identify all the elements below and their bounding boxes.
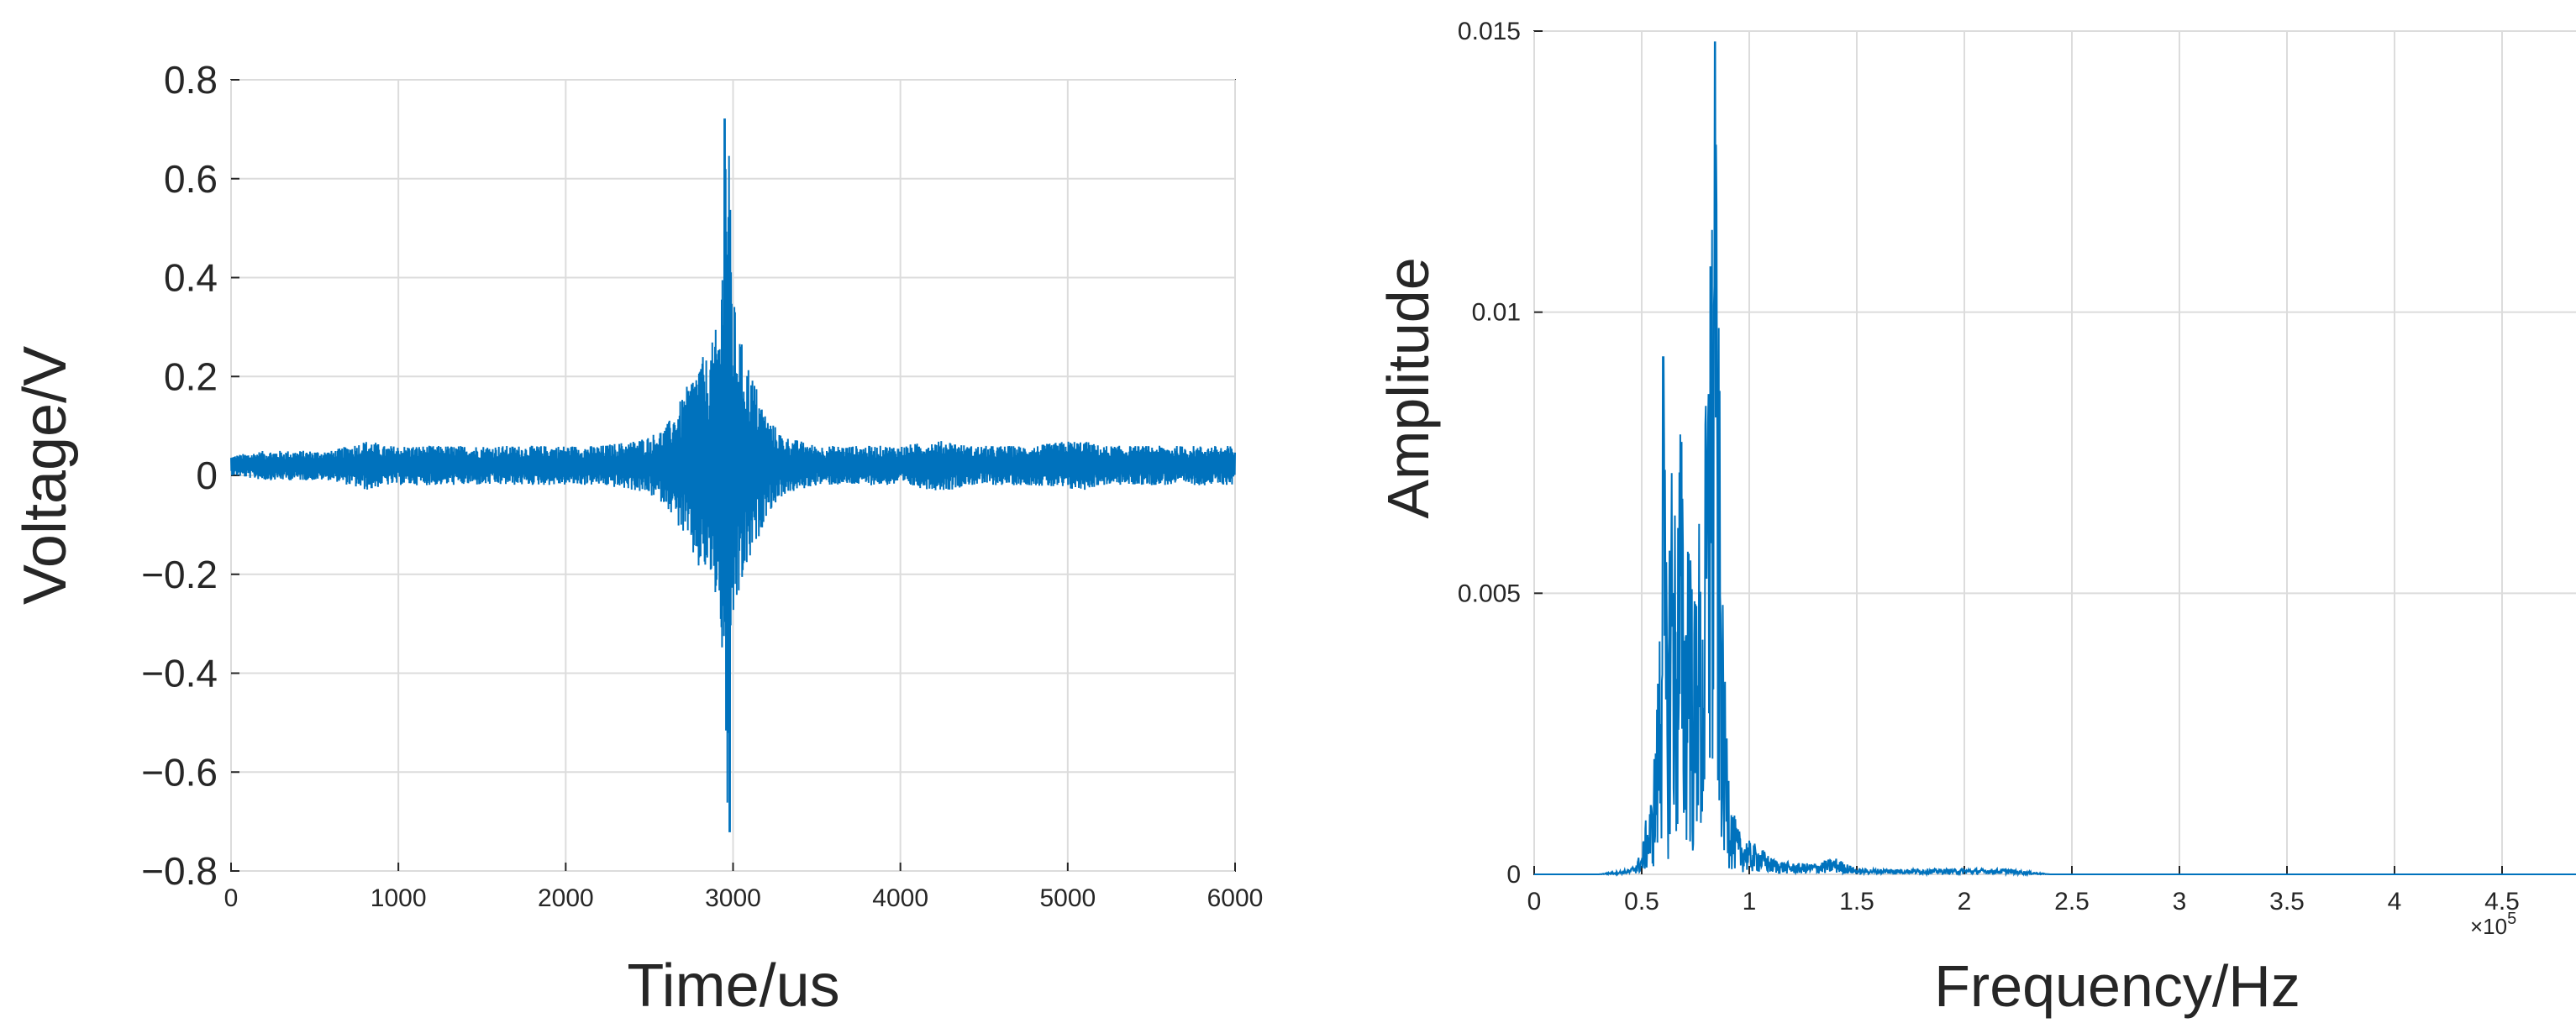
frequency-exponent-label: ×105 bbox=[2470, 910, 2516, 939]
y-tick-label: 0.01 bbox=[1472, 299, 1521, 327]
amplitude-series-line bbox=[1534, 41, 2576, 878]
x-tick-label: 1.5 bbox=[1839, 888, 1874, 915]
voltage-y-axis-label: Voltage/V bbox=[12, 346, 79, 605]
y-tick-label: −0.8 bbox=[141, 849, 218, 893]
voltage-grid bbox=[230, 79, 1236, 872]
x-tick-label: 4.5 bbox=[2484, 888, 2520, 915]
x-tick-label: 0.5 bbox=[1624, 888, 1659, 915]
amplitude-y-axis-label: Amplitude bbox=[1375, 257, 1441, 518]
x-tick-label: 1 bbox=[1743, 888, 1757, 915]
voltage-x-axis-label: Time/us bbox=[627, 952, 839, 1020]
x-tick-label: 2 bbox=[1958, 888, 1972, 915]
x-tick-label: 0 bbox=[224, 884, 239, 912]
voltage-axis-ticks: 0 1000 2000 3000 4000 5000 60000.80.60.40.20−0… bbox=[141, 58, 1263, 912]
x-tick-label: 5000 bbox=[1039, 884, 1096, 912]
x-tick-label: 3 bbox=[2173, 888, 2187, 915]
x-tick-label: 4 bbox=[2388, 888, 2402, 915]
x-tick-label: 0 bbox=[1527, 888, 1542, 915]
x-tick-label: 2000 bbox=[538, 884, 594, 912]
x-tick-label: 3000 bbox=[705, 884, 761, 912]
y-tick-label: 0.005 bbox=[1458, 580, 1521, 607]
x-tick-label: 3.5 bbox=[2269, 888, 2305, 915]
y-tick-label: 0.2 bbox=[164, 354, 218, 398]
x-tick-label: 4000 bbox=[872, 884, 928, 912]
y-tick-label: 0.4 bbox=[164, 256, 218, 300]
voltage-series-line bbox=[230, 118, 1236, 832]
y-tick-label: 0 bbox=[196, 454, 218, 497]
x-tick-label: 2.5 bbox=[2054, 888, 2090, 915]
amplitude-grid bbox=[1533, 30, 2576, 875]
y-tick-label: −0.2 bbox=[141, 553, 218, 596]
voltage-time-chart: 0 1000 2000 3000 4000 5000 60000.80.60.40.20−0… bbox=[12, 58, 1263, 1020]
x-tick-label: 6000 bbox=[1207, 884, 1264, 912]
amplitude-x-axis-label: Frequency/Hz bbox=[1934, 953, 2300, 1019]
y-tick-label: 0.015 bbox=[1458, 18, 1521, 45]
y-tick-label: 0.8 bbox=[164, 58, 218, 102]
y-tick-label: 0.6 bbox=[164, 157, 218, 201]
x-tick-label: 1000 bbox=[371, 884, 427, 912]
y-tick-label: −0.6 bbox=[141, 750, 218, 794]
y-tick-label: 0 bbox=[1506, 861, 1521, 889]
y-tick-label: −0.4 bbox=[141, 652, 218, 695]
